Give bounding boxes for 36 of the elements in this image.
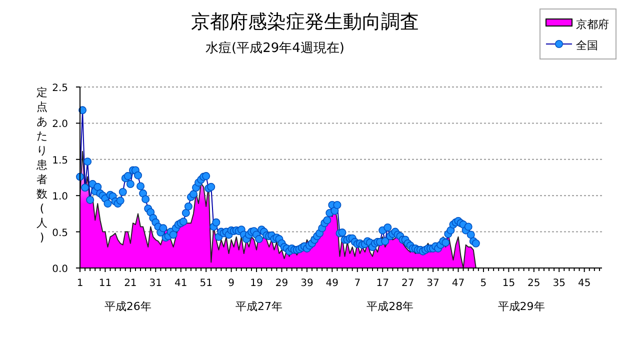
x-tick-label: 21	[124, 278, 137, 289]
x-tick-label: 29	[275, 278, 288, 289]
x-tick-label: 27	[401, 278, 414, 289]
y-tick-label: 1.5	[52, 155, 68, 166]
text: 平成26年	[104, 300, 152, 313]
x-tick-label: 49	[326, 278, 339, 289]
legend-label: 京都府	[576, 18, 609, 31]
x-tick-label: 11	[98, 278, 112, 289]
y-tick-label: 2.0	[52, 119, 68, 130]
text: 平成29年	[498, 300, 545, 313]
x-tick-label: 37	[426, 278, 440, 289]
y-tick-label: 0.0	[52, 264, 68, 275]
y-tick-label: 0.5	[52, 228, 68, 239]
x-tick-label: 19	[250, 278, 263, 289]
x-tick-label: 25	[528, 278, 540, 289]
x-tick-label: 31	[149, 278, 162, 289]
x-tick-label: 7	[354, 278, 361, 289]
x-tick-label: 1	[76, 278, 84, 289]
chart-title: 京都府感染症発生動向調査	[191, 11, 419, 33]
text: 定点あたり患者数(人)	[36, 86, 48, 244]
text: 平成28年	[366, 300, 414, 313]
x-tick-label: 51	[200, 278, 212, 289]
x-tick-label: 5	[480, 278, 487, 289]
y-tick-label: 2.5	[52, 83, 68, 94]
x-tick-label: 15	[502, 278, 516, 289]
x-tick-label: 17	[376, 278, 389, 289]
chart-subtitle: 水痘(平成29年4週現在)	[206, 41, 344, 56]
x-tick-label: 41	[174, 278, 188, 289]
legend-label: 全国	[576, 39, 598, 52]
x-tick-label: 47	[452, 278, 465, 289]
text: 平成27年	[236, 300, 283, 313]
x-tick-label: 45	[578, 278, 591, 289]
x-tick-label: 9	[228, 278, 234, 289]
y-tick-label: 1.0	[52, 192, 68, 203]
x-tick-label: 35	[552, 278, 566, 289]
x-tick-label: 39	[300, 278, 314, 289]
